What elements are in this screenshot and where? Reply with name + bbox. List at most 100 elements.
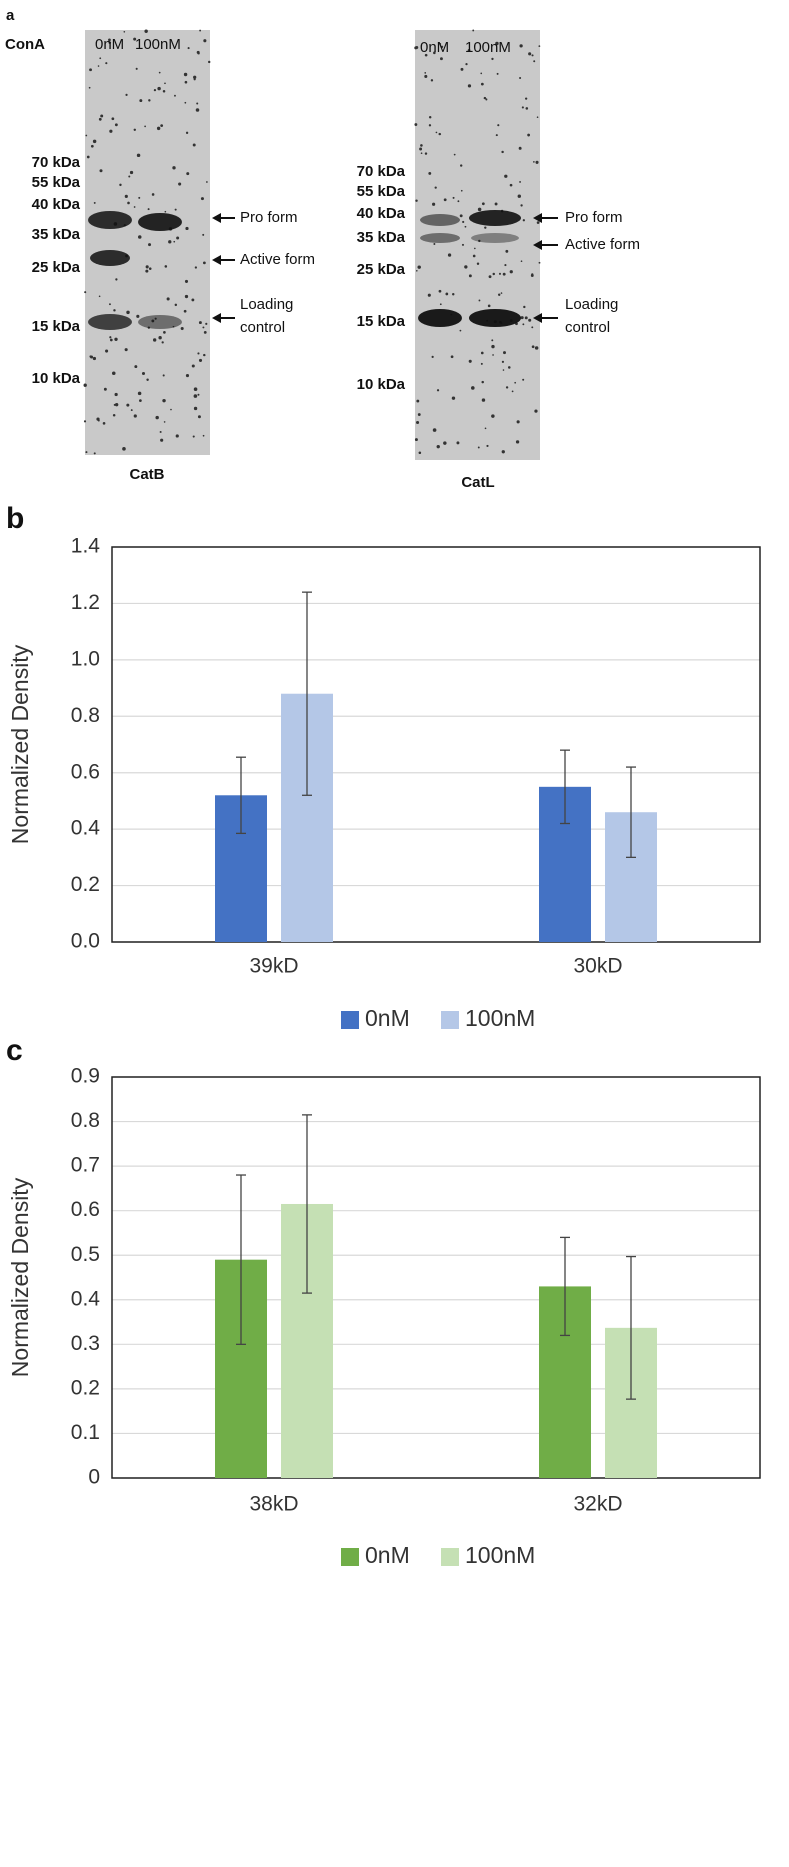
gel-speck	[415, 199, 418, 202]
gel-speck	[202, 434, 205, 437]
gel-speck	[435, 131, 438, 134]
gel-speck	[139, 399, 142, 402]
gel-speck	[85, 134, 88, 137]
gel-speck	[92, 139, 97, 144]
gel-speck	[514, 381, 517, 384]
gel-speck	[439, 303, 442, 306]
gel-speck	[105, 349, 109, 353]
gel-speck	[465, 63, 468, 66]
gel-speck	[159, 430, 162, 433]
gel-speck	[84, 291, 87, 294]
gel-speck	[420, 144, 423, 147]
legend-swatch	[341, 1548, 359, 1566]
gel-speck	[202, 233, 205, 236]
gel-speck	[208, 60, 211, 64]
lane-label: 100nM	[465, 39, 511, 56]
gel-speck	[139, 99, 143, 103]
gel-speck	[162, 398, 166, 403]
gel-speck	[419, 147, 423, 151]
gel-speck	[122, 447, 126, 451]
lane-label: 100nM	[135, 36, 181, 53]
y-tick-label: 0	[88, 1466, 100, 1489]
gel-speck	[93, 452, 96, 455]
gel-speck	[133, 37, 137, 41]
gel-speck	[481, 202, 485, 206]
panel-label: a	[6, 7, 15, 24]
gel-speck	[533, 60, 536, 63]
arrow-head	[212, 313, 221, 323]
gel-speck	[496, 72, 499, 75]
gel-speck	[113, 309, 116, 312]
gel-speck	[509, 270, 513, 274]
gel-speck	[109, 338, 113, 342]
gel-speck	[431, 355, 434, 359]
gel-band	[420, 214, 460, 226]
legend-swatch	[341, 1011, 359, 1029]
gel-speck	[453, 153, 456, 156]
gel-speck	[85, 451, 88, 454]
gel-speck	[464, 225, 467, 228]
gel-speck	[536, 116, 539, 119]
gel-speck	[134, 365, 138, 369]
gel-speck	[427, 293, 431, 297]
gel-speck	[477, 446, 480, 449]
gel-speck	[432, 428, 437, 432]
gel-speck	[494, 202, 498, 206]
gel-speck	[129, 170, 134, 175]
gel-speck	[536, 221, 540, 224]
marker-label: 25 kDa	[32, 259, 81, 276]
gel-speck	[125, 93, 128, 96]
gel-speck	[158, 336, 162, 340]
gel-speck	[452, 196, 455, 199]
gel-speck	[162, 90, 166, 93]
gel-band	[138, 315, 182, 329]
gel-speck	[418, 451, 422, 455]
gel-speck	[534, 409, 538, 413]
gel-speck	[133, 206, 136, 208]
marker-label: 35 kDa	[357, 229, 406, 246]
gel-speck	[433, 242, 436, 245]
x-tick-label: 38kD	[249, 1493, 298, 1516]
gel-speck	[196, 102, 199, 105]
gel-band	[90, 250, 130, 266]
gel-speck	[138, 235, 142, 239]
gel-speck	[185, 226, 189, 231]
gel-speck	[471, 386, 475, 390]
gel-speck	[109, 129, 113, 133]
legend-label: 0nM	[365, 1005, 410, 1031]
gel-speck	[136, 153, 141, 158]
gel-speck	[164, 265, 168, 268]
gel-speck	[130, 409, 133, 411]
gel-speck	[522, 323, 525, 326]
marker-label: 40 kDa	[357, 205, 406, 222]
gel-speck	[495, 134, 498, 137]
gel-name: CatL	[461, 474, 494, 491]
gel-speck	[462, 220, 465, 224]
plot-frame	[111, 546, 761, 943]
gel-speck	[468, 274, 472, 278]
gel-speck	[521, 106, 524, 109]
y-tick-label: 0.6	[71, 1198, 100, 1221]
gel-speck	[199, 29, 202, 32]
gel-speck	[439, 57, 443, 61]
gel-speck	[467, 84, 472, 88]
gel-speck	[531, 54, 534, 57]
gel-speck	[434, 186, 437, 189]
gel-speck	[443, 441, 447, 445]
arrow-head	[533, 313, 542, 323]
gel-speck	[185, 374, 190, 378]
gel-speck	[173, 240, 176, 243]
gel-speck	[86, 155, 90, 159]
gel-speck	[156, 126, 161, 131]
gel-speck	[174, 94, 176, 97]
gel-speck	[172, 166, 176, 170]
y-tick-label: 0.2	[71, 1376, 100, 1399]
arrow-head	[212, 213, 221, 223]
y-tick-label: 0.2	[71, 873, 100, 896]
gel-speck	[98, 295, 101, 298]
gel-speck	[492, 272, 495, 276]
gel-speck	[460, 67, 464, 71]
gel-speck	[416, 420, 420, 425]
gel-band	[138, 213, 182, 231]
gel-speck	[459, 214, 463, 218]
